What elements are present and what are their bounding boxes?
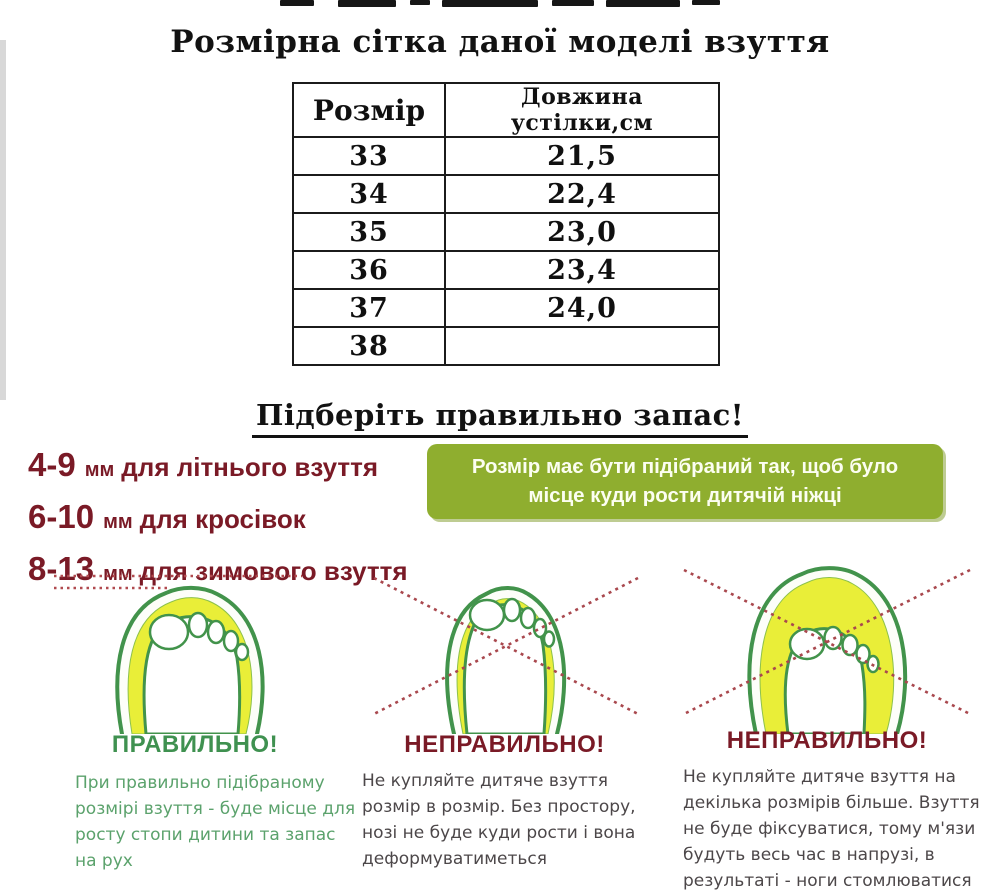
fit-description-too-tight: Не купляйте дитяче взуття розмір в розмі… — [362, 771, 636, 869]
size-cell: 33 — [292, 136, 446, 176]
foot-diagram-correct-icon — [54, 574, 302, 734]
toe — [206, 619, 226, 645]
table-row: 36 23,4 — [292, 250, 720, 290]
table-header-row: Розмір Довжина устілки,см — [292, 82, 720, 138]
table-row: 33 21,5 — [292, 136, 720, 176]
allowance-item-winter: 8-13 мм для зимового взуття — [28, 552, 448, 593]
allowance-item-summer: 4-9 мм для літнього взуття — [28, 448, 448, 489]
big-toe — [468, 598, 506, 632]
verdict-incorrect-1: НЕПРАВИЛЬНО! — [404, 731, 605, 758]
size-cell: 35 — [292, 212, 446, 252]
allowance-label: для літнього взуття — [121, 452, 379, 482]
insole-cell: 23,0 — [444, 212, 720, 252]
allowance-unit: мм — [84, 459, 115, 481]
allowance-label: для кросівок — [139, 504, 306, 534]
allowance-unit: мм — [103, 563, 133, 585]
foot-diagram-too-tight-icon — [373, 576, 639, 734]
insole-cell: 21,5 — [444, 136, 720, 176]
insole-cell: 24,0 — [444, 288, 720, 328]
scan-edge-artifact — [0, 40, 6, 400]
toe — [519, 606, 537, 630]
verdict-correct: ПРАВИЛЬНО! — [111, 731, 279, 758]
big-toe — [148, 613, 190, 651]
cross-out-line — [683, 568, 971, 716]
insole-cell: 22,4 — [444, 174, 720, 214]
size-cell: 38 — [292, 326, 446, 366]
toe — [532, 617, 548, 639]
growth-room-note: Розмір має бути підібраний так, щоб було… — [427, 444, 943, 520]
insole-cell — [444, 326, 720, 366]
allowance-item-sneakers: 6-10 мм для кросівок — [28, 500, 448, 541]
column-header-insole-length: Довжина устілки,см — [444, 82, 720, 138]
allowance-section-title: Підберіть правильно запас! — [251, 398, 749, 438]
allowance-range: 8-13 — [28, 550, 95, 587]
allowance-unit: мм — [103, 511, 133, 533]
toe — [187, 611, 209, 639]
fit-description-too-big: Не купляйте дитяче взуття на декілька ро… — [683, 767, 980, 890]
verdict-incorrect-2: НЕПРАВИЛЬНО! — [726, 727, 928, 754]
table-row: 37 24,0 — [292, 288, 720, 328]
allowance-range: 6-10 — [28, 498, 95, 535]
allowance-label: для зимового взуття — [139, 556, 408, 586]
size-cell: 37 — [292, 288, 446, 328]
table-row: 34 22,4 — [292, 174, 720, 214]
toe — [222, 629, 240, 653]
cropped-text-fragment — [280, 0, 720, 8]
column-header-size: Розмір — [292, 82, 446, 138]
allowance-range: 4-9 — [28, 446, 76, 483]
toe — [542, 630, 556, 648]
size-table: Розмір Довжина устілки,см 33 21,5 34 22,… — [292, 82, 720, 366]
table-row: 38 — [292, 326, 720, 366]
size-cell: 34 — [292, 174, 446, 214]
table-row: 35 23,0 — [292, 212, 720, 252]
page-title: Розмірна сітка даної моделі взуття — [170, 24, 830, 60]
allowance-list: 4-9 мм для літнього взуття 6-10 мм для кросі… — [28, 448, 448, 604]
size-cell: 36 — [292, 250, 446, 290]
big-toe — [788, 627, 826, 661]
insole-cell: 23,4 — [444, 250, 720, 290]
toe — [841, 633, 859, 657]
toe — [234, 642, 250, 662]
foot-diagram-too-big-icon — [683, 566, 971, 734]
toe — [502, 597, 522, 623]
fit-description-correct: При правильно підібраному розмірі взуття… — [75, 773, 356, 871]
